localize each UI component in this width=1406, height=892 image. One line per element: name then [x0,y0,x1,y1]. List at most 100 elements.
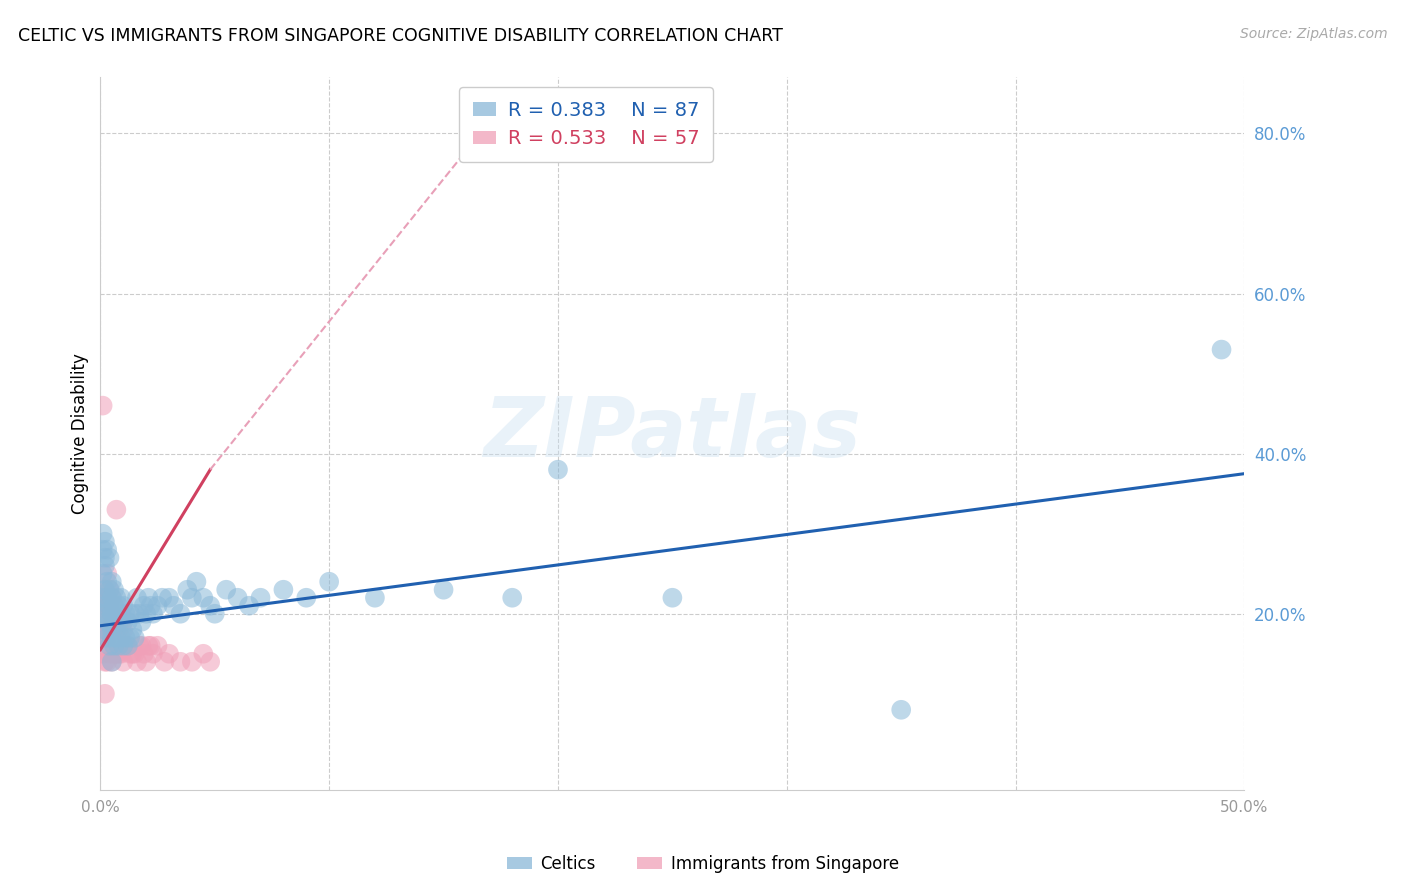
Point [501,591,523,605]
Point [101,607,124,621]
Point [96,631,118,645]
Point [110,647,132,661]
Point [135,607,157,621]
Point [132,599,155,613]
Point [91,399,114,413]
Point [103,615,125,629]
Point [121,647,143,661]
Point [547,463,569,477]
Point [124,607,146,621]
Point [107,599,129,613]
Point [94,582,117,597]
Point [91,542,114,557]
Point [124,631,146,645]
Point [103,599,125,613]
Point [98,550,121,565]
Point [890,703,912,717]
Point [162,599,184,613]
Point [98,599,121,613]
Point [139,599,162,613]
Point [105,647,128,661]
Point [110,607,132,621]
Point [98,639,121,653]
Point [120,631,142,645]
Point [101,655,124,669]
Point [112,599,135,613]
Legend: Celtics, Immigrants from Singapore: Celtics, Immigrants from Singapore [501,848,905,880]
Point [139,639,162,653]
Point [117,615,139,629]
Point [110,615,132,629]
Point [98,582,121,597]
Point [96,655,118,669]
Point [94,599,117,613]
Point [98,647,121,661]
Point [96,623,118,637]
Point [105,623,128,637]
Point [91,647,114,661]
Point [169,607,191,621]
Point [101,655,124,669]
Point [112,615,135,629]
Legend: R = 0.383    N = 87, R = 0.533    N = 57: R = 0.383 N = 87, R = 0.533 N = 57 [458,87,713,162]
Point [98,623,121,637]
Point [146,639,169,653]
Point [198,655,221,669]
Point [96,631,118,645]
Point [96,607,118,621]
Point [103,623,125,637]
Text: Source: ZipAtlas.com: Source: ZipAtlas.com [1240,27,1388,41]
Point [124,647,146,661]
Point [198,599,221,613]
Point [91,631,114,645]
Point [105,502,128,516]
Point [131,639,153,653]
Point [103,582,125,597]
Point [91,566,114,581]
Point [117,639,139,653]
Point [120,647,142,661]
Point [125,591,148,605]
Point [138,591,160,605]
Point [98,599,121,613]
Point [157,647,180,661]
Point [180,591,202,605]
Point [295,591,318,605]
Point [94,534,117,549]
Point [96,566,118,581]
Point [94,639,117,653]
Point [98,582,121,597]
Point [138,639,160,653]
Point [101,574,124,589]
Point [96,591,118,605]
Point [128,607,150,621]
Point [107,623,129,637]
Point [132,647,155,661]
Point [128,639,150,653]
Point [101,631,124,645]
Point [91,607,114,621]
Text: ZIPatlas: ZIPatlas [484,393,862,475]
Text: CELTIC VS IMMIGRANTS FROM SINGAPORE COGNITIVE DISABILITY CORRELATION CHART: CELTIC VS IMMIGRANTS FROM SINGAPORE COGN… [18,27,783,45]
Point [105,607,128,621]
Point [96,591,118,605]
Point [204,607,226,621]
Point [661,591,683,605]
Point [114,631,136,645]
Point [94,550,117,565]
Point [112,639,135,653]
Point [318,574,340,589]
Point [96,542,118,557]
Point [186,574,208,589]
Point [1211,343,1233,357]
Point [125,655,148,669]
Point [169,655,191,669]
Point [112,623,135,637]
Point [157,591,180,605]
Point [94,599,117,613]
Point [103,599,125,613]
Point [180,655,202,669]
Point [107,639,129,653]
Point [105,623,128,637]
Point [103,647,125,661]
